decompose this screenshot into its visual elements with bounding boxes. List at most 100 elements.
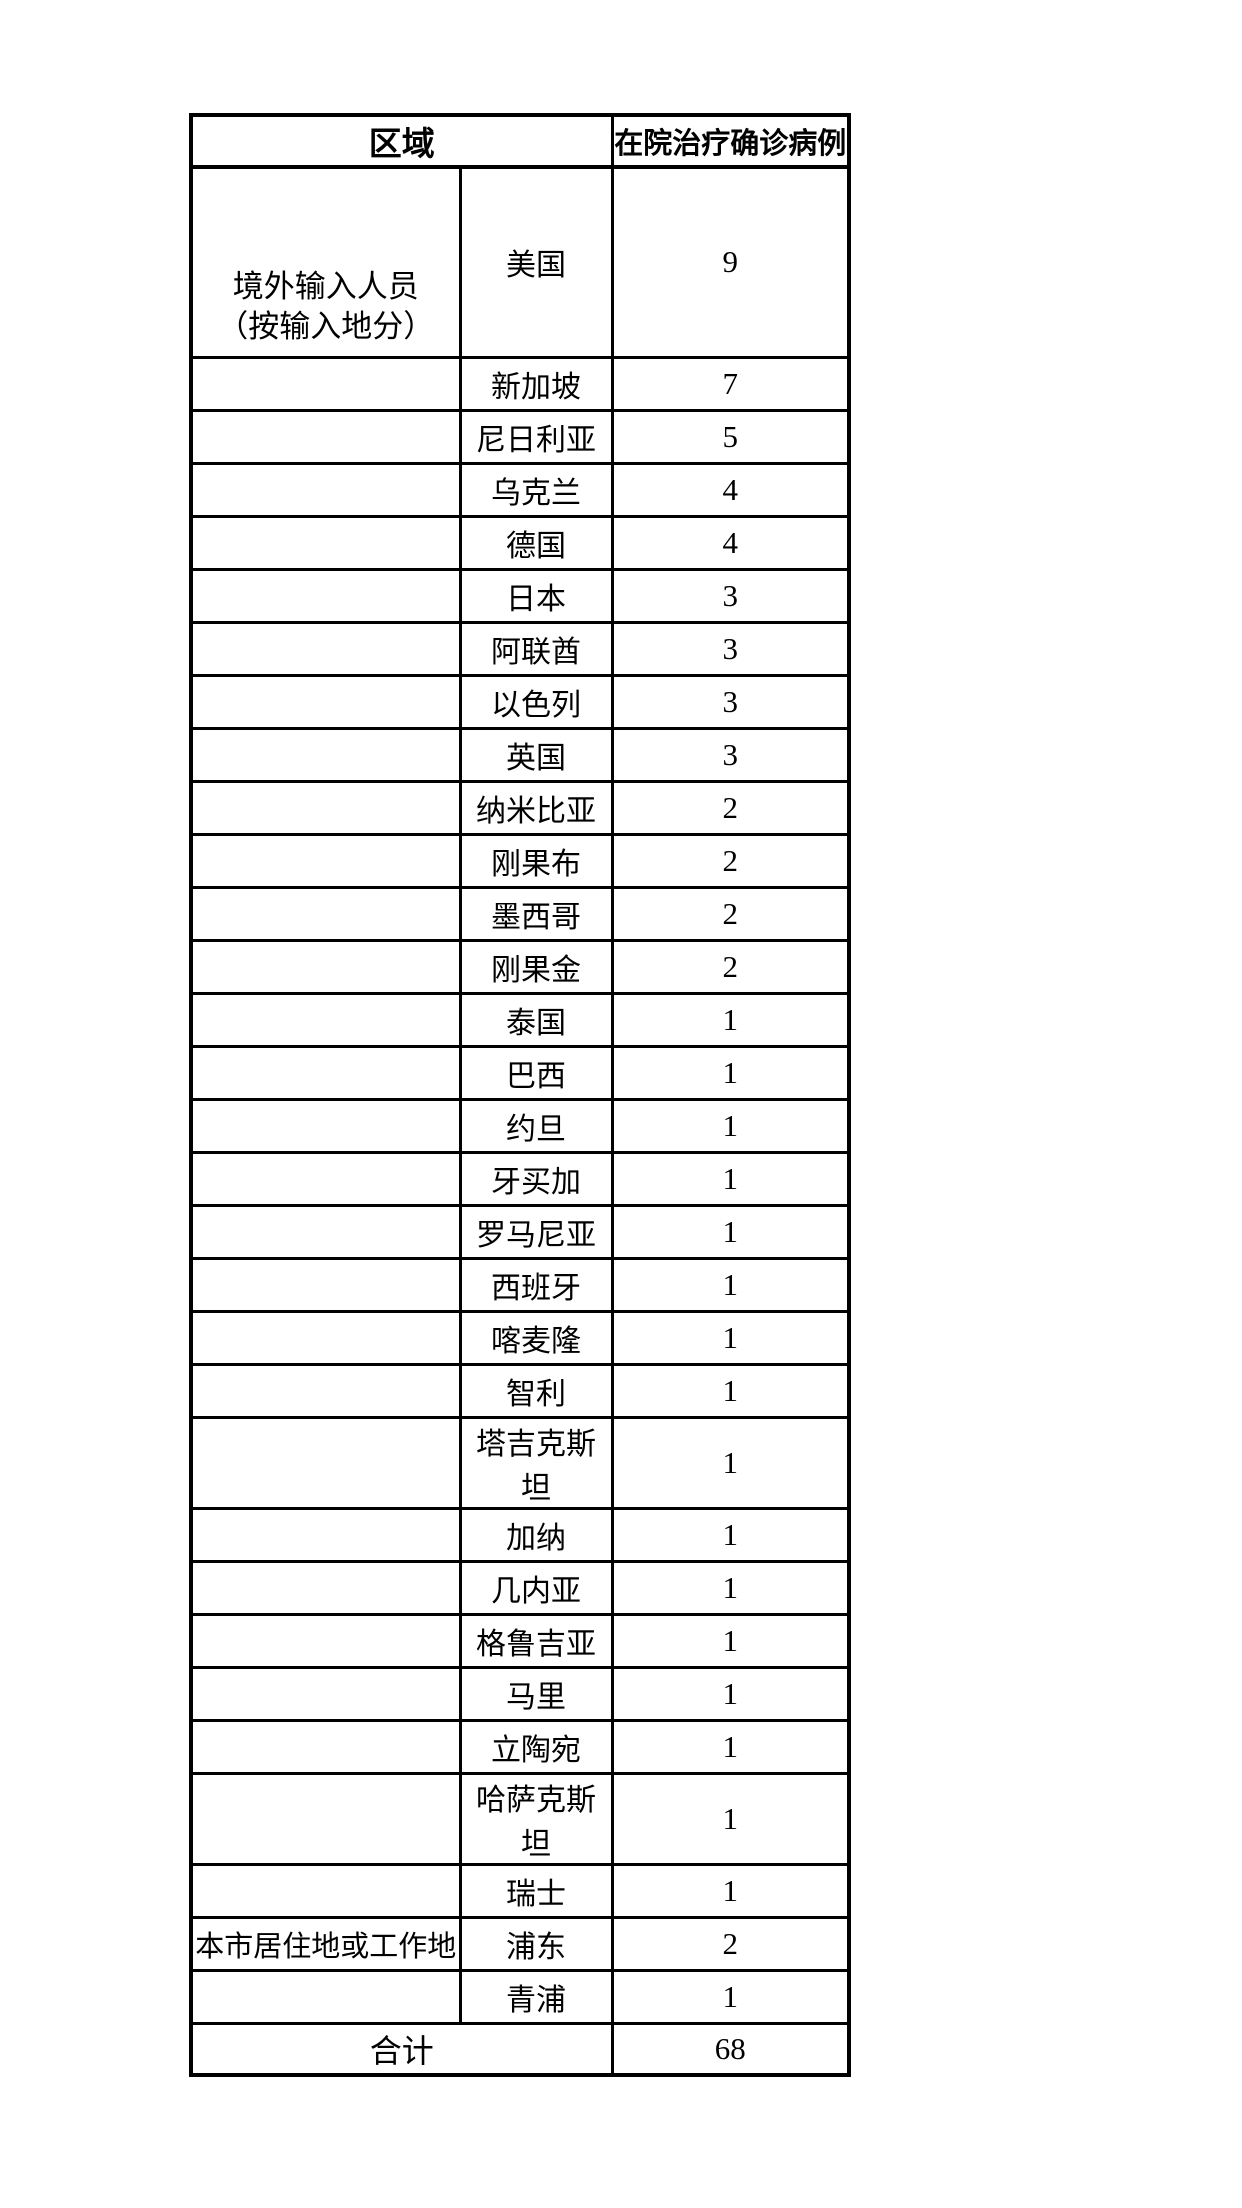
group-cell <box>189 779 462 836</box>
local-group-label: 本市居住地或工作地 <box>189 1915 462 1972</box>
cases-cell: 1 <box>610 1718 851 1775</box>
group-cell <box>189 1256 462 1313</box>
table-row: 纳米比亚 2 <box>189 779 851 836</box>
table-row: 塔吉克斯坦 1 <box>189 1415 851 1510</box>
place-cell: 乌克兰 <box>458 461 614 518</box>
group-cell <box>189 620 462 677</box>
cases-cell: 2 <box>610 1915 851 1972</box>
place-cell: 瑞士 <box>458 1862 614 1919</box>
place-cell: 巴西 <box>458 1044 614 1101</box>
group-cell <box>189 1362 462 1419</box>
group-cell <box>189 1665 462 1722</box>
import-group-label-line1: 境外输入人员 <box>232 268 419 304</box>
table-row: 泰国 1 <box>189 991 851 1048</box>
group-cell <box>189 1150 462 1207</box>
place-cell: 刚果布 <box>458 832 614 889</box>
place-cell: 泰国 <box>458 991 614 1048</box>
cases-cell: 1 <box>610 1559 851 1616</box>
place-cell: 以色列 <box>458 673 614 730</box>
cases-cell: 1 <box>610 1044 851 1101</box>
covid-cases-table: 区域 在院治疗确诊病例 境外输入人员 （按输入地分） 美国 9 新加坡 7 尼日利… <box>189 113 851 2077</box>
group-cell <box>189 514 462 571</box>
header-region: 区域 <box>189 113 614 169</box>
total-row: 合计 68 <box>189 2021 851 2077</box>
cases-cell: 1 <box>610 1362 851 1419</box>
group-cell <box>189 1044 462 1101</box>
group-cell <box>189 1309 462 1366</box>
place-cell: 英国 <box>458 726 614 783</box>
header-cases: 在院治疗确诊病例 <box>610 113 851 169</box>
table-row: 马里 1 <box>189 1665 851 1722</box>
place-cell: 刚果金 <box>458 938 614 995</box>
place-cell: 牙买加 <box>458 1150 614 1207</box>
place-cell: 罗马尼亚 <box>458 1203 614 1260</box>
place-cell: 几内亚 <box>458 1559 614 1616</box>
place-cell: 新加坡 <box>458 355 614 412</box>
table-row: 墨西哥 2 <box>189 885 851 942</box>
place-cell: 喀麦隆 <box>458 1309 614 1366</box>
group-cell <box>189 885 462 942</box>
group-cell <box>189 567 462 624</box>
table-row: 境外输入人员 （按输入地分） 美国 9 <box>189 165 851 359</box>
cases-cell: 1 <box>610 1506 851 1563</box>
table-row: 尼日利亚 5 <box>189 408 851 465</box>
cases-cell: 2 <box>610 779 851 836</box>
cases-cell: 1 <box>610 1968 851 2025</box>
cases-cell: 1 <box>610 1309 851 1366</box>
group-cell <box>189 1203 462 1260</box>
table-row: 加纳 1 <box>189 1506 851 1563</box>
table-row: 阿联酋 3 <box>189 620 851 677</box>
cases-cell: 2 <box>610 938 851 995</box>
table-row: 英国 3 <box>189 726 851 783</box>
table-row: 立陶宛 1 <box>189 1718 851 1775</box>
cases-cell: 3 <box>610 726 851 783</box>
group-cell <box>189 1506 462 1563</box>
place-cell: 阿联酋 <box>458 620 614 677</box>
cases-cell: 5 <box>610 408 851 465</box>
place-cell: 纳米比亚 <box>458 779 614 836</box>
group-cell <box>189 726 462 783</box>
cases-cell: 4 <box>610 514 851 571</box>
place-cell: 墨西哥 <box>458 885 614 942</box>
table-row: 青浦 1 <box>189 1968 851 2025</box>
cases-cell: 4 <box>610 461 851 518</box>
place-cell: 青浦 <box>458 1968 614 2025</box>
table-row: 新加坡 7 <box>189 355 851 412</box>
cases-cell: 7 <box>610 355 851 412</box>
cases-cell: 2 <box>610 832 851 889</box>
cases-cell: 9 <box>610 165 851 359</box>
place-cell: 日本 <box>458 567 614 624</box>
cases-cell: 1 <box>610 1771 851 1866</box>
group-cell <box>189 991 462 1048</box>
table-row: 刚果金 2 <box>189 938 851 995</box>
place-cell: 格鲁吉亚 <box>458 1612 614 1669</box>
cases-cell: 1 <box>610 1612 851 1669</box>
table-row: 日本 3 <box>189 567 851 624</box>
place-cell: 立陶宛 <box>458 1718 614 1775</box>
cases-cell: 3 <box>610 673 851 730</box>
total-value: 68 <box>610 2021 851 2077</box>
header-row: 区域 在院治疗确诊病例 <box>189 113 851 169</box>
cases-cell: 3 <box>610 567 851 624</box>
cases-cell: 3 <box>610 620 851 677</box>
cases-cell: 1 <box>610 1203 851 1260</box>
table-row: 格鲁吉亚 1 <box>189 1612 851 1669</box>
cases-cell: 1 <box>610 1256 851 1313</box>
group-cell <box>189 1771 462 1866</box>
group-cell <box>189 1968 462 2025</box>
place-cell: 加纳 <box>458 1506 614 1563</box>
cases-cell: 1 <box>610 1665 851 1722</box>
group-cell <box>189 1559 462 1616</box>
cases-cell: 1 <box>610 1862 851 1919</box>
place-cell: 哈萨克斯坦 <box>458 1771 614 1866</box>
place-cell: 美国 <box>458 165 614 359</box>
group-cell <box>189 408 462 465</box>
table-row: 西班牙 1 <box>189 1256 851 1313</box>
table-row: 约旦 1 <box>189 1097 851 1154</box>
table-row: 瑞士 1 <box>189 1862 851 1919</box>
cases-cell: 1 <box>610 991 851 1048</box>
cases-cell: 2 <box>610 885 851 942</box>
group-cell <box>189 673 462 730</box>
place-cell: 约旦 <box>458 1097 614 1154</box>
